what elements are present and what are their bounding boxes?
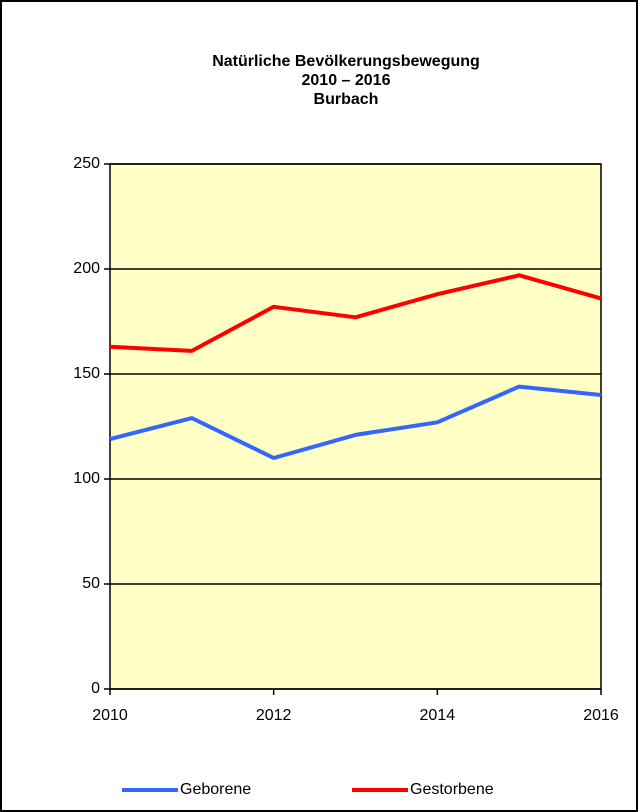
plot-area: [109, 163, 602, 690]
y-tick-label: 0: [91, 680, 100, 697]
legend-label: Geborene: [180, 781, 251, 798]
x-tick-label: 2012: [256, 707, 292, 724]
chart-title: Natürliche Bevölkerungsbewegung: [212, 53, 480, 70]
x-tick-label: 2016: [583, 707, 619, 724]
y-tick-label: 50: [82, 575, 100, 592]
y-tick-label: 100: [73, 470, 100, 487]
legend-label: Gestorbene: [410, 781, 494, 798]
data-line: [109, 384, 602, 460]
x-tick-label: 2010: [92, 707, 128, 724]
y-tick-label: 250: [73, 155, 100, 172]
chart-title: 2010 – 2016: [302, 72, 391, 89]
chart-title: Burbach: [314, 91, 379, 108]
y-tick-label: 150: [73, 365, 100, 382]
y-tick-label: 200: [73, 260, 100, 277]
x-tick-label: 2014: [420, 707, 456, 724]
data-line: [109, 273, 602, 353]
